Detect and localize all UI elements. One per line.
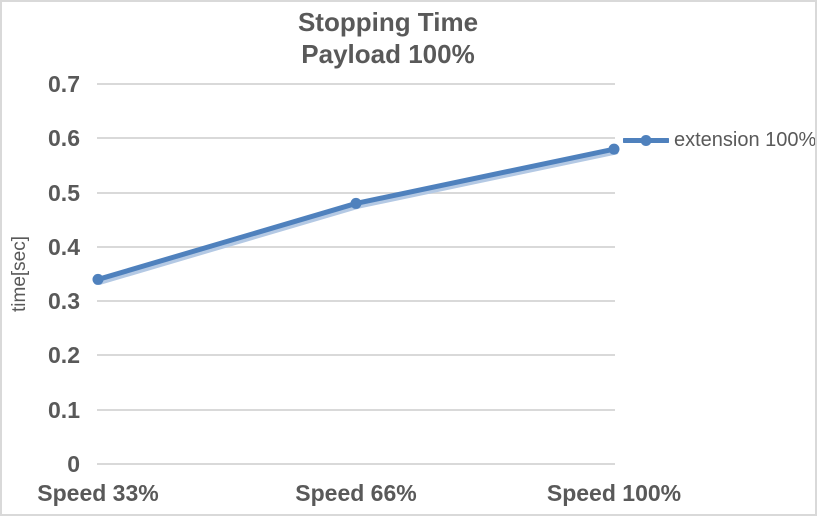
y-axis-title: time[sec] — [9, 235, 30, 313]
gridline — [97, 191, 615, 194]
chart-title: Stopping Time — [297, 7, 479, 37]
x-tick-label: Speed 100% — [546, 480, 682, 506]
gridline — [97, 463, 615, 465]
plot-area — [92, 83, 620, 465]
chart-title-block: Stopping Time Payload 100% — [2, 6, 774, 70]
series-layer — [92, 143, 620, 285]
gridline — [97, 300, 615, 303]
legend: extension 100% — [623, 127, 817, 153]
data-point-marker — [92, 273, 104, 285]
x-tick-label: Speed 33% — [37, 480, 159, 506]
legend-line-marker-icon — [623, 134, 669, 146]
data-point-marker — [608, 143, 620, 155]
gridline — [97, 354, 615, 357]
data-point-marker — [350, 197, 362, 209]
chart-subtitle: Payload 100% — [301, 39, 475, 69]
gridline — [97, 408, 615, 411]
legend-series-label: extension 100% — [674, 128, 817, 151]
series-line-shadow — [98, 150, 619, 285]
gridline — [97, 245, 615, 248]
gridline — [97, 137, 615, 140]
gridline — [97, 83, 615, 85]
x-tick-label: Speed 66% — [295, 480, 417, 506]
